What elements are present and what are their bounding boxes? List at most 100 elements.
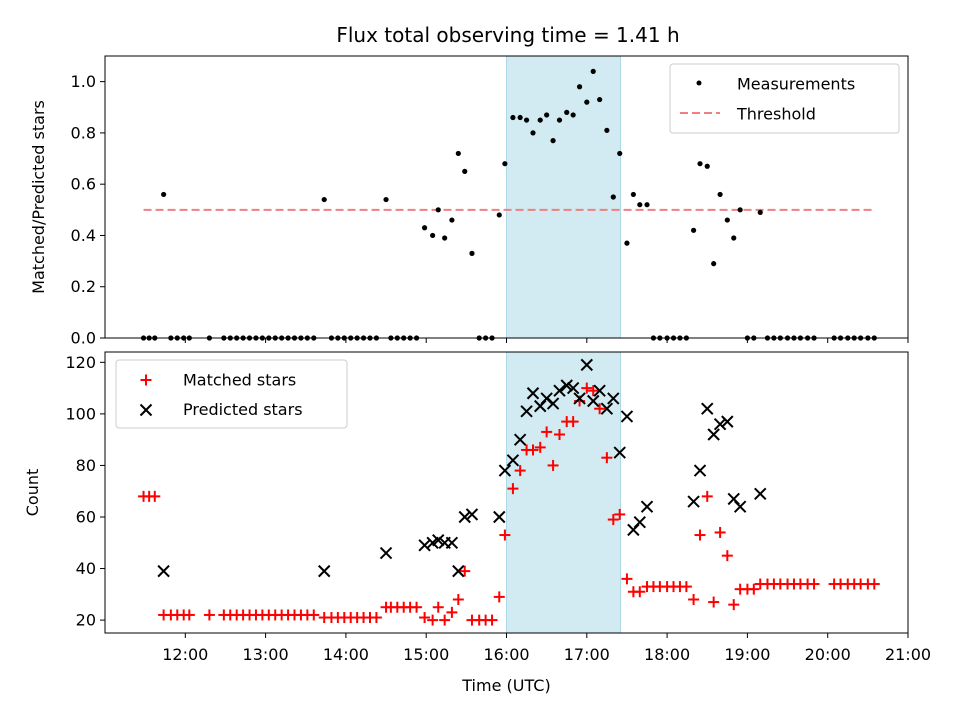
predicted-star-point bbox=[593, 384, 606, 397]
top-legend: Measurements Threshold bbox=[669, 63, 900, 134]
predicted-star-point bbox=[318, 564, 331, 578]
x-stroke-b bbox=[687, 495, 700, 508]
x-stroke-b bbox=[721, 415, 734, 428]
x-stroke-b bbox=[566, 381, 580, 395]
measurement-point bbox=[455, 150, 461, 157]
x-stroke-b bbox=[727, 492, 740, 506]
x-tick-label: 18:00 bbox=[644, 645, 690, 664]
matched-star-point bbox=[370, 612, 382, 624]
measurement-point bbox=[637, 202, 643, 208]
x-stroke-b bbox=[458, 510, 471, 524]
x-stroke-b bbox=[540, 392, 553, 405]
matched-star-point bbox=[868, 578, 880, 590]
y-tick-label: 120 bbox=[65, 353, 96, 372]
x-stroke-b bbox=[318, 564, 331, 578]
y-tick-label: 20 bbox=[76, 611, 96, 630]
matched-stars-series bbox=[138, 382, 880, 626]
x-tick-label: 20:00 bbox=[805, 645, 851, 664]
x-stroke-b bbox=[707, 428, 720, 441]
measurement-point bbox=[690, 227, 697, 233]
x-tick-label: 12:00 bbox=[162, 645, 208, 664]
y-tick-label: 0.0 bbox=[71, 329, 96, 348]
x-stroke-b bbox=[379, 546, 393, 560]
x-stroke-b bbox=[493, 510, 506, 524]
bottom-y-axis-label: Count bbox=[23, 469, 42, 517]
x-tick-label: 17:00 bbox=[564, 645, 610, 664]
legend-label-measurements: Measurements bbox=[737, 75, 855, 94]
measurement-point bbox=[442, 235, 448, 241]
matched-star-point bbox=[601, 452, 613, 464]
observing-window-highlight-bottom bbox=[506, 351, 622, 634]
x-stroke-b bbox=[513, 433, 527, 446]
matched-star-point bbox=[459, 565, 471, 577]
x-stroke-b bbox=[553, 384, 566, 397]
matched-star-point bbox=[587, 385, 599, 397]
matched-star-point bbox=[621, 573, 633, 585]
matched-star-point bbox=[547, 459, 559, 471]
measurement-point bbox=[697, 161, 703, 167]
legend-marker-matched bbox=[140, 374, 152, 386]
matched-star-point bbox=[541, 426, 553, 438]
measurement-point bbox=[731, 235, 737, 241]
matched-star-point bbox=[714, 526, 726, 538]
x-stroke-b bbox=[613, 446, 626, 459]
x-stroke-b bbox=[418, 539, 431, 552]
x-stroke-b bbox=[693, 464, 707, 477]
predicted-star-point bbox=[633, 515, 647, 529]
predicted-star-point bbox=[379, 546, 393, 560]
matched-star-point bbox=[594, 403, 606, 415]
measurement-point bbox=[537, 117, 543, 123]
x-stroke-b bbox=[633, 515, 647, 529]
matched-star-point bbox=[419, 612, 431, 624]
bottom-y-ticks: 20 40 60 80 100 120 bbox=[65, 353, 105, 630]
x-tick-label: 19:00 bbox=[724, 645, 770, 664]
predicted-star-point bbox=[607, 392, 620, 405]
y-tick-label: 1.0 bbox=[71, 72, 96, 91]
matched-star-point bbox=[694, 529, 706, 541]
measurement-point bbox=[383, 196, 389, 203]
measurement-point bbox=[737, 207, 743, 213]
predicted-star-point bbox=[713, 417, 727, 431]
predicted-star-point bbox=[566, 381, 580, 395]
x-stroke-b bbox=[526, 387, 540, 400]
bottom-panel: 20 40 60 80 100 120 12:00 13:00 14:00 15:00 16:00… bbox=[23, 351, 931, 695]
x-tick-label: 15:00 bbox=[403, 645, 449, 664]
predicted-star-point bbox=[721, 415, 734, 428]
measurement-point bbox=[604, 127, 610, 133]
matched-star-point bbox=[553, 428, 565, 440]
measurement-point bbox=[435, 207, 441, 213]
matched-star-point bbox=[183, 609, 195, 621]
x-stroke-b bbox=[520, 405, 533, 418]
x-stroke-b bbox=[580, 358, 594, 372]
x-stroke-b bbox=[640, 500, 654, 513]
matched-star-point bbox=[499, 529, 511, 541]
predicted-star-point bbox=[513, 433, 527, 446]
measurement-point bbox=[502, 161, 508, 167]
measurement-point bbox=[421, 225, 428, 231]
matched-star-point bbox=[567, 416, 579, 428]
x-stroke-b bbox=[139, 403, 153, 417]
matched-star-point bbox=[507, 483, 519, 495]
legend-label-predicted: Predicted stars bbox=[183, 400, 303, 419]
matched-star-point bbox=[149, 490, 161, 502]
x-stroke-b bbox=[546, 397, 560, 410]
measurement-point bbox=[517, 114, 523, 121]
matched-star-point bbox=[527, 444, 539, 456]
predicted-star-point bbox=[687, 495, 700, 508]
x-stroke-b bbox=[498, 464, 512, 477]
y-tick-label: 0.4 bbox=[71, 226, 96, 245]
matched-star-point bbox=[634, 586, 646, 598]
predicted-star-point bbox=[733, 500, 747, 513]
x-tick-label: 21:00 bbox=[885, 645, 931, 664]
y-tick-label: 0.8 bbox=[71, 123, 96, 142]
measurement-point bbox=[584, 99, 590, 105]
matched-star-point bbox=[688, 593, 700, 605]
top-x-ticks bbox=[184, 338, 909, 343]
matched-star-point bbox=[680, 581, 692, 593]
predicted-star-point bbox=[693, 464, 707, 477]
x-stroke-b bbox=[465, 508, 479, 521]
legend-marker-predicted bbox=[139, 403, 153, 417]
y-tick-label: 0.6 bbox=[71, 175, 96, 194]
y-tick-label: 80 bbox=[76, 456, 96, 475]
legend-label-matched: Matched stars bbox=[183, 371, 296, 390]
